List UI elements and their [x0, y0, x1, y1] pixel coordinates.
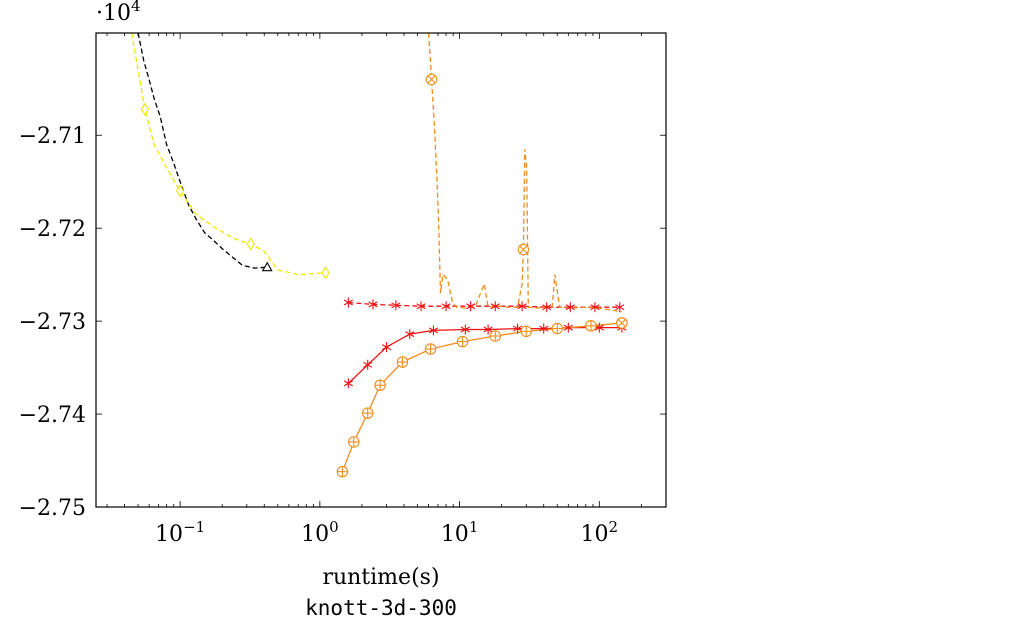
data-point-otimes: [425, 73, 438, 86]
data-point-diamond: [246, 237, 255, 251]
data-point-oplus: [348, 436, 360, 448]
data-point-oplus: [520, 325, 533, 338]
y-tick-labels: −2.71 −2.72 −2.73 −2.74 −2.75: [19, 124, 86, 521]
plot-frame: [95, 32, 667, 508]
data-point-oplus: [361, 407, 374, 419]
data-point-diamond: [175, 184, 185, 198]
data-point-asterisk: [428, 325, 439, 336]
data-point-oplus: [374, 379, 386, 391]
data-point-asterisk: [466, 301, 476, 312]
data-point-asterisk: [343, 297, 353, 308]
data-point-asterisk: [517, 301, 527, 312]
markers-layer: [140, 73, 628, 478]
data-point-otimes: [517, 243, 530, 256]
data-point-oplus: [551, 322, 564, 335]
data-point-asterisk: [381, 342, 392, 353]
data-point-triangle: [261, 261, 273, 272]
data-point-asterisk: [539, 323, 549, 334]
data-point-oplus: [424, 343, 437, 355]
series-line-3: [348, 301, 620, 308]
data-point-asterisk: [563, 322, 573, 333]
data-point-asterisk: [391, 300, 401, 311]
x-tick-label: 100: [301, 518, 339, 547]
data-point-oplus: [456, 335, 469, 348]
y-tick-label: −2.75: [19, 496, 86, 521]
data-point-asterisk: [368, 299, 378, 310]
data-point-asterisk: [416, 301, 426, 312]
data-point-asterisk: [565, 302, 575, 313]
data-point-oplus: [585, 320, 597, 332]
data-point-asterisk: [512, 323, 523, 334]
y-tick-label: −2.72: [19, 217, 86, 242]
axis-ticks: [96, 33, 667, 508]
data-point-asterisk: [615, 302, 625, 313]
series-line-2: [131, 33, 326, 276]
y-tick-label: −2.71: [19, 124, 86, 149]
y-tick-label: −2.73: [19, 310, 86, 335]
chart-title: knott-3d-300: [305, 596, 457, 620]
series-line-1: [137, 33, 268, 269]
data-point-diamond: [140, 102, 150, 116]
series-line-6: [427, 33, 623, 313]
x-tick-labels: 10−1 100 101 102: [155, 518, 618, 547]
data-point-diamond: [321, 266, 330, 280]
data-point-otimes: [616, 317, 628, 329]
series-layer: [131, 33, 623, 472]
data-point-oplus: [489, 330, 502, 342]
data-point-asterisk: [490, 301, 500, 312]
data-point-asterisk: [483, 324, 493, 335]
data-point-asterisk: [343, 378, 353, 389]
data-point-asterisk: [460, 324, 470, 335]
data-point-asterisk: [363, 359, 373, 370]
data-point-asterisk: [405, 329, 415, 340]
x-tick-label: 101: [441, 518, 479, 547]
data-point-asterisk: [542, 302, 552, 313]
y-tick-label: −2.74: [19, 403, 86, 428]
x-tick-label: 102: [581, 518, 619, 547]
y-multiplier-label: ·104: [96, 0, 141, 26]
x-tick-label: 10−1: [155, 518, 205, 547]
data-point-asterisk: [590, 302, 600, 313]
data-point-asterisk: [441, 301, 451, 312]
x-axis-label: runtime(s): [322, 565, 439, 590]
data-point-oplus: [396, 356, 409, 368]
data-point-oplus: [336, 465, 349, 478]
